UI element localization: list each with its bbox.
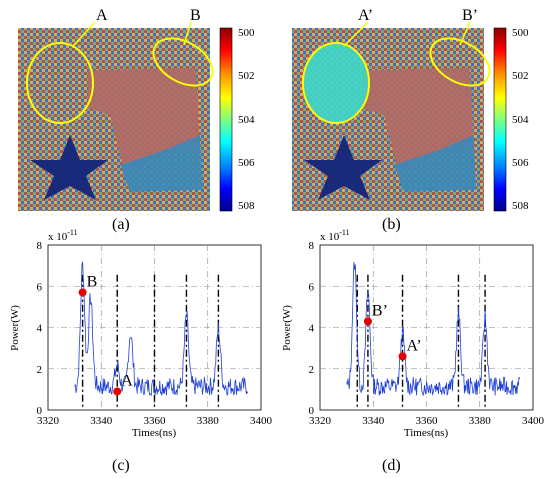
ytick-d: 2 (309, 364, 315, 376)
cbar-a-tick-502: 502 (238, 70, 255, 82)
marker-c-0 (78, 288, 87, 297)
xticks-d: 3320 3340 3360 3380 3400 (309, 415, 545, 427)
xtick-d: 3320 (309, 415, 332, 427)
ytick-d: 4 (309, 323, 315, 335)
ytick-d: 8 (309, 240, 315, 252)
blob-a (120, 135, 202, 192)
cbar-b-tick-508: 508 (512, 200, 529, 212)
ytick-c: 2 (37, 364, 43, 376)
xtick-d: 3400 (522, 415, 545, 427)
ytick-c: 4 (37, 323, 43, 335)
ytick-d: 0 (309, 405, 315, 417)
caption-a: (a) (112, 216, 130, 233)
label-A: A (96, 7, 108, 24)
xtick-c: 3400 (250, 415, 273, 427)
blob-b (394, 135, 476, 192)
cbar-a-tick-508: 508 (238, 200, 255, 212)
callout-line-A (72, 21, 96, 47)
ytick-d: 6 (309, 281, 315, 293)
colorbar-b (493, 27, 507, 212)
cbar-b-tick-500: 500 (512, 27, 529, 39)
markers-d: B’ A’ (363, 302, 422, 361)
cbar-b-tick-506: 506 (512, 157, 529, 169)
cbar-a-tick-504: 504 (238, 114, 255, 126)
xtick-c: 3380 (197, 415, 220, 427)
xtick-c: 3360 (144, 415, 167, 427)
caption-b: (b) (382, 216, 401, 233)
grid-d (320, 245, 533, 410)
power-trace-d (346, 261, 521, 397)
cbar-b-tick-502: 502 (512, 70, 529, 82)
ytick-c: 6 (37, 281, 43, 293)
marker-label-c-1: A (121, 372, 133, 389)
xtick-c: 3320 (37, 415, 60, 427)
ytick-c: 8 (37, 240, 43, 252)
cbar-b-tick-504: 504 (512, 114, 529, 126)
marker-d-0 (363, 317, 372, 326)
cbar-a-tick-506: 506 (238, 157, 255, 169)
marker-label-d-1: A’ (407, 337, 422, 354)
callout-line-B (183, 21, 192, 46)
ellipse-A (26, 42, 94, 124)
xlabel-d: Times(ns) (404, 427, 449, 439)
scale-label-c: x 10-11 (48, 228, 78, 243)
xticks-c: 3320 3340 3360 3380 3400 (37, 415, 273, 427)
marker-d-1 (398, 352, 407, 361)
xtick-c: 3340 (90, 415, 113, 427)
panel-a: A B 500 502 504 506 508 (a) (18, 7, 255, 233)
colorbar-a (219, 27, 233, 212)
ylabel-c: Power(W) (9, 305, 21, 351)
ellipse-B (152, 37, 214, 87)
yticks-c: 0 2 4 6 8 (37, 240, 43, 417)
ellipse-A-prime (302, 42, 370, 124)
power-trace-c (74, 261, 249, 397)
scale-label-d: x 10-11 (320, 228, 350, 243)
ellipse-B-prime (429, 37, 491, 87)
label-B: B (190, 7, 201, 24)
star-a (30, 135, 108, 200)
cyan-fill-A-prime (304, 43, 368, 123)
caption-d: (d) (382, 457, 401, 474)
label-B-prime: B’ (462, 7, 478, 24)
marker-label-d-0: B’ (372, 302, 388, 319)
ylabel-d: Power(W) (281, 305, 293, 351)
label-A-prime: A’ (358, 7, 373, 24)
cbar-a-tick-500: 500 (238, 27, 255, 39)
caption-c: (c) (112, 457, 130, 474)
ytick-c: 0 (37, 405, 43, 417)
markers-c: BA (78, 273, 133, 396)
callout-line-B-prime (459, 21, 471, 46)
xlabel-c: Times(ns) (132, 427, 177, 439)
yticks-d: 0 2 4 6 8 (309, 240, 315, 417)
star-b (304, 135, 382, 200)
xtick-d: 3380 (469, 415, 492, 427)
marker-label-c-0: B (87, 273, 98, 290)
marker-c-1 (113, 387, 122, 396)
panel-b: A’ B’ 500 502 504 506 508 (b) (292, 7, 529, 233)
xtick-d: 3360 (416, 415, 439, 427)
callout-line-A-prime (343, 21, 369, 47)
xtick-d: 3340 (362, 415, 385, 427)
